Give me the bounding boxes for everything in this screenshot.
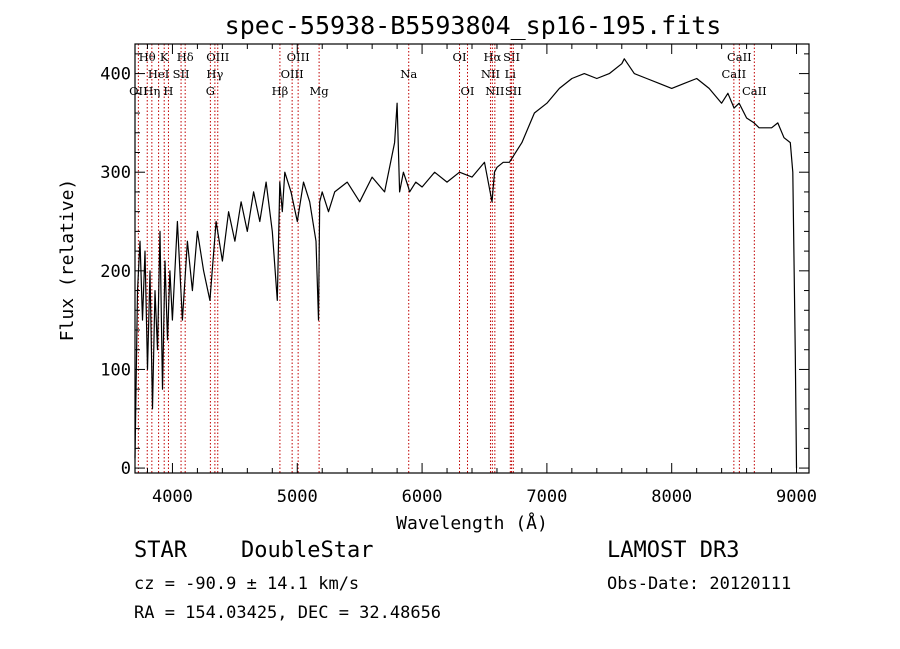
line-marker-label-14: Hγ — [206, 67, 223, 81]
line-marker-label-24: SII — [505, 84, 522, 98]
line-marker-label-22: OI — [461, 84, 475, 98]
x-axis: 4000 5000 6000 7000 8000 9000 — [146, 44, 817, 507]
line-marker-label-2: Hδ — [177, 50, 194, 64]
line-marker-label-17: Hβ — [272, 84, 289, 98]
line-marker-label-19: Na — [400, 67, 417, 81]
survey-name: LAMOST DR3 — [607, 538, 740, 563]
spectrum-series — [134, 58, 798, 469]
object-subclass: DoubleStar — [241, 538, 374, 563]
line-marker-label-13: H — [163, 84, 173, 98]
object-class: STAR — [134, 538, 187, 563]
line-marker-label-20: NII — [481, 67, 500, 81]
line-marker-label-0: Hθ — [139, 50, 156, 64]
line-marker-label-12: SII — [173, 67, 190, 81]
line-marker-label-18: Mg — [310, 84, 330, 98]
line-markers: Hθ K Hδ OIII OIII OI Hα SII CaIIOIIHeIHηSIIHHγGO… — [129, 44, 767, 473]
x-tick-label-9000: 9000 — [776, 487, 817, 507]
x-tick-label-5000: 5000 — [277, 487, 318, 507]
line-marker-label-8: CaII — [727, 50, 752, 64]
line-marker-label-1: K — [160, 50, 169, 64]
line-marker-label-21: Li — [505, 67, 517, 81]
line-marker-label-10: HeI — [148, 67, 169, 81]
line-marker-label-6: Hα — [483, 50, 501, 64]
line-marker-label-23: NII — [485, 84, 504, 98]
x-tick-label-8000: 8000 — [651, 487, 692, 507]
y-tick-label-400: 400 — [100, 65, 131, 85]
x-tick-label-6000: 6000 — [402, 487, 443, 507]
observation-date: Obs-Date: 20120111 — [607, 574, 792, 594]
x-tick-label-4000: 4000 — [152, 487, 193, 507]
spectrum-line — [134, 58, 798, 469]
line-marker-label-11: Hη — [143, 84, 160, 98]
line-marker-label-9: OII — [129, 84, 148, 98]
y-axis: 0 100 200 300 400 — [100, 53, 809, 479]
plot-frame — [134, 43, 810, 474]
line-marker-label-3: OIII — [206, 50, 229, 64]
y-axis-label: Flux (relative) — [57, 179, 78, 342]
line-marker-label-5: OI — [453, 50, 467, 64]
chart-title: spec-55938-B5593804_sp16-195.fits — [225, 11, 722, 40]
line-marker-label-4: OIII — [287, 50, 310, 64]
line-marker-label-16: OIII — [281, 67, 304, 81]
line-marker-label-26: CaII — [742, 84, 767, 98]
line-marker-label-15: G — [206, 84, 215, 98]
coordinates: RA = 154.03425, DEC = 32.48656 — [134, 603, 442, 623]
y-tick-label-200: 200 — [100, 262, 131, 282]
y-tick-label-300: 300 — [100, 163, 131, 183]
redshift-cz: cz = -90.9 ± 14.1 km/s — [134, 574, 360, 594]
y-tick-label-100: 100 — [100, 360, 131, 380]
y-tick-label-0: 0 — [121, 459, 131, 479]
line-marker-label-25: CaII — [721, 67, 746, 81]
line-marker-label-7: SII — [503, 50, 520, 64]
x-tick-label-7000: 7000 — [526, 487, 567, 507]
x-axis-label: Wavelength (Å) — [396, 512, 548, 534]
